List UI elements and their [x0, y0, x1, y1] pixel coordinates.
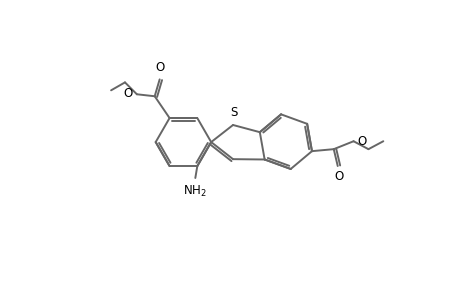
Text: O: O [333, 170, 342, 183]
Text: S: S [230, 106, 237, 119]
Text: NH$_2$: NH$_2$ [183, 184, 207, 199]
Text: O: O [357, 135, 366, 148]
Text: O: O [123, 87, 133, 100]
Text: O: O [155, 61, 164, 74]
